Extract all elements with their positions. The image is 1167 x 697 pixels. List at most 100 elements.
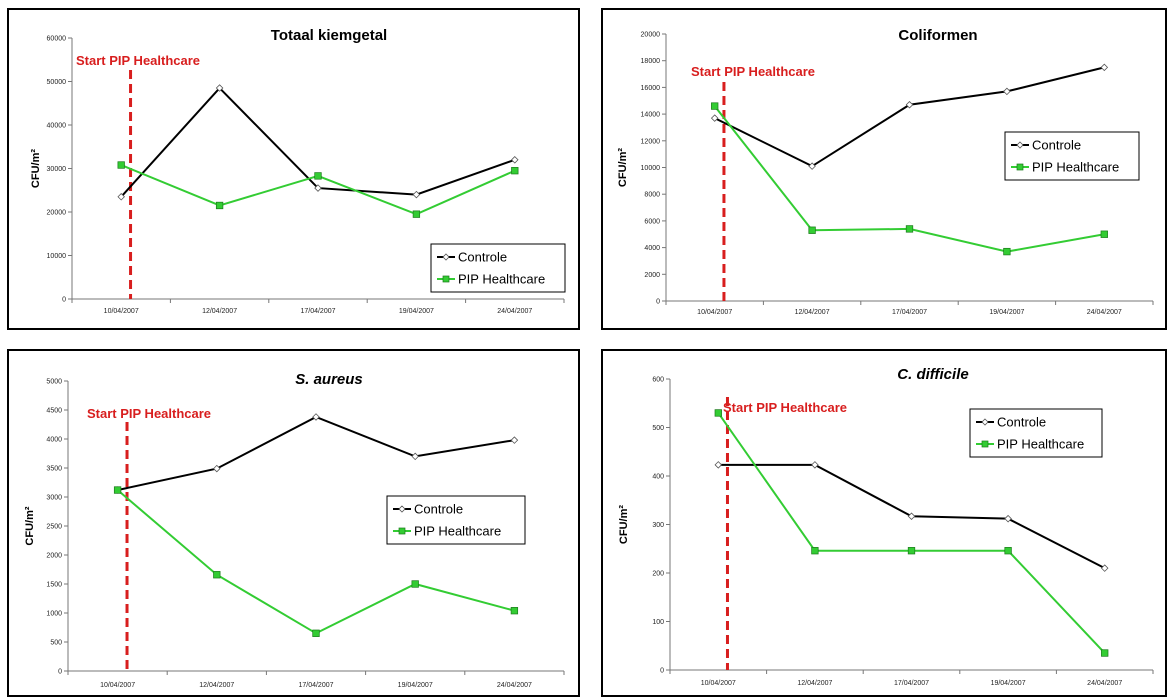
y-tick-label: 50000 [47,79,67,86]
data-point-pip-healthcare [314,172,322,180]
legend-box [969,408,1103,458]
chart-panel-coliformen: 0 2000 4000 6000 8000 10000 12000 14000 16000 180… [601,8,1167,330]
data-point-pip-healthcare [1100,230,1108,238]
legend-label-controle: Controle [1032,138,1081,153]
y-tick-label: 400 [652,474,664,481]
x-tick-label: 24/04/2007 [497,682,532,689]
data-point-controle [511,156,519,164]
y-tick-label: 0 [656,299,660,306]
chart-panel-totaal-kiemgetal: 0 10000 20000 30000 40000 50000 60000 10/04/200… [7,8,580,330]
x-tick-label: 10/04/2007 [701,680,736,687]
data-point-pip-healthcare [117,161,125,169]
legend-box [386,495,526,545]
data-point-pip-healthcare [711,102,719,110]
start-marker-label: Start PIP Healthcare [76,53,200,68]
x-tick-label: 17/04/2007 [894,680,929,687]
y-tick-label: 14000 [641,112,661,119]
legend-marker-controle [442,253,450,261]
x-tick-label: 12/04/2007 [795,309,830,316]
x-tick-label: 19/04/2007 [991,680,1026,687]
y-tick-label: 60000 [47,36,67,43]
data-point-controle [411,452,419,461]
chart-svg-coliformen: 0 2000 4000 6000 8000 10000 12000 14000 16000 180… [617,27,1154,316]
x-tick-label: 17/04/2007 [300,308,335,315]
start-marker-label: Start PIP Healthcare [87,406,211,421]
y-tick-label: 30000 [47,166,67,173]
y-tick-label: 0 [58,669,62,676]
data-point-pip-healthcare [215,201,224,210]
y-tick-label: 0 [62,297,66,304]
legend-marker-controle [398,505,406,513]
data-point-pip-healthcare [1101,649,1109,657]
legend-label-controle: Controle [997,415,1046,430]
y-tick-label: 4000 [644,245,660,252]
x-tick-label: 17/04/2007 [892,309,927,316]
data-point-pip-healthcare [905,225,914,233]
y-tick-label: 500 [652,425,664,432]
data-point-pip-healthcare [113,486,122,494]
y-tick-label: 20000 [47,210,67,217]
chart-svg-c-difficile: 0 100 200 300 400 500 600 10/04/2007 12/04/2007 1… [618,366,1154,687]
y-tick-label: 4500 [46,408,62,415]
chart-svg-totaal-kiemgetal: 0 10000 20000 30000 40000 50000 60000 10/04/200… [30,27,566,315]
data-point-controle [905,100,914,109]
data-point-controle [808,162,816,170]
x-tick-label: 19/04/2007 [399,308,434,315]
legend-label-pip-healthcare: PIP Healthcare [1032,160,1119,175]
chart-title: Coliformen [898,27,977,44]
data-point-controle [710,114,719,122]
y-tick-label: 2500 [46,524,62,531]
data-point-pip-healthcare [714,409,722,417]
data-point-controle [714,461,723,469]
y-tick-label: 600 [652,377,664,384]
y-tick-label: 18000 [641,58,661,65]
x-tick-label: 24/04/2007 [497,308,532,315]
x-tick-label: 17/04/2007 [298,682,333,689]
data-point-controle [213,464,221,473]
legend-label-controle: Controle [458,250,507,265]
data-point-pip-healthcare [510,607,519,615]
data-point-pip-healthcare [1003,247,1011,256]
y-tick-label: 200 [652,571,664,578]
chart-title: Totaal kiemgetal [271,27,387,44]
y-tick-label: 40000 [47,123,67,130]
x-tick-label: 19/04/2007 [989,309,1024,316]
chart-title: C. difficile [897,366,968,383]
chart-panel-s-aureus: 0 500 1000 1500 2000 2500 3000 3500 4000 4500 5000… [7,349,580,697]
legend-marker-controle [981,418,989,426]
y-tick-label: 16000 [641,85,661,92]
start-marker-label: Start PIP Healthcare [723,400,847,415]
chart-svg-s-aureus: 0 500 1000 1500 2000 2500 3000 3500 4000 4500 5000… [24,371,565,689]
data-point-controle [811,461,819,469]
y-tick-label: 20000 [641,32,661,39]
x-tick-label: 12/04/2007 [199,682,234,689]
data-point-controle [314,184,322,192]
data-point-pip-healthcare [312,629,320,637]
data-point-controle [215,84,224,92]
y-tick-label: 4000 [46,437,62,444]
x-tick-label: 12/04/2007 [797,680,832,687]
y-tick-label: 300 [652,522,664,529]
y-tick-label: 5000 [46,379,62,386]
x-tick-label: 24/04/2007 [1087,680,1122,687]
legend-marker-pip-healthcare [1016,163,1024,171]
data-point-controle [907,512,916,521]
legend-box [1004,131,1140,181]
data-point-pip-healthcare [213,571,221,579]
data-point-pip-healthcare [811,547,819,555]
data-point-pip-healthcare [907,547,916,555]
x-tick-label: 10/04/2007 [697,309,732,316]
series-line-controle [117,415,515,492]
chart-panel-c-difficile: 0 100 200 300 400 500 600 10/04/2007 12/04/2007 1… [601,349,1167,697]
data-point-pip-healthcare [411,580,419,588]
y-tick-label: 0 [660,668,664,675]
y-tick-label: 6000 [644,218,660,225]
data-point-controle [510,436,519,444]
legend-marker-pip-healthcare [442,275,450,283]
start-marker-label: Start PIP Healthcare [691,64,815,79]
y-tick-label: 1000 [46,611,62,618]
y-tick-label: 12000 [641,138,661,145]
y-tick-label: 100 [652,619,664,626]
legend-label-pip-healthcare: PIP Healthcare [458,272,545,287]
y-axis-label: CFU/m² [30,149,42,188]
